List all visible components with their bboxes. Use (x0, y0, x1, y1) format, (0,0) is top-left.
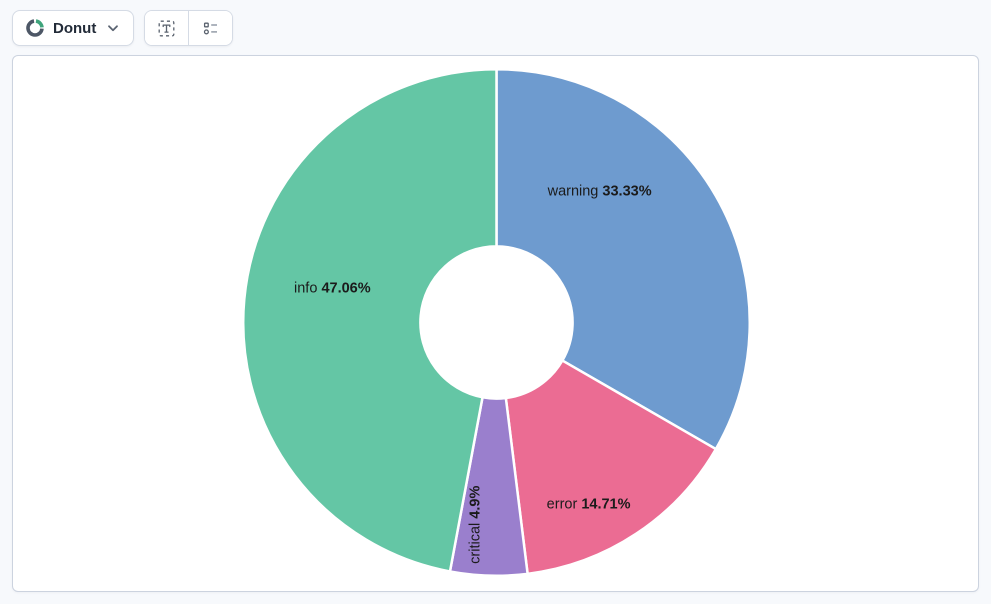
chart-options-button-group (144, 10, 234, 46)
button-group-divider (188, 11, 190, 45)
legend-toggle-icon (202, 20, 219, 37)
text-label-toggle-icon (158, 20, 175, 37)
donut-slice-warning[interactable] (495, 67, 752, 451)
chevron-down-icon (105, 20, 121, 36)
labels-toggle-button[interactable] (145, 11, 189, 45)
donut-chart-icon (26, 19, 44, 37)
chart-type-dropdown-button[interactable]: Donut (12, 10, 135, 46)
chart-panel: warning 33.33% error 14.71% critical 4.9% i… (12, 55, 979, 592)
slice-label-critical: critical 4.9% (467, 486, 483, 564)
chart-toolbar: Donut (12, 10, 234, 46)
legend-toggle-button[interactable] (189, 11, 233, 45)
donut-chart: warning 33.33% error 14.71% critical 4.9% i… (241, 67, 752, 577)
slice-label-warning: warning 33.33% (547, 183, 652, 199)
slice-label-error: error 14.71% (547, 497, 631, 513)
slice-label-info: info 47.06% (294, 280, 371, 296)
donut-slice-info[interactable] (241, 67, 498, 573)
donut-slice-error[interactable] (504, 359, 718, 576)
chart-type-label: Donut (53, 19, 97, 37)
